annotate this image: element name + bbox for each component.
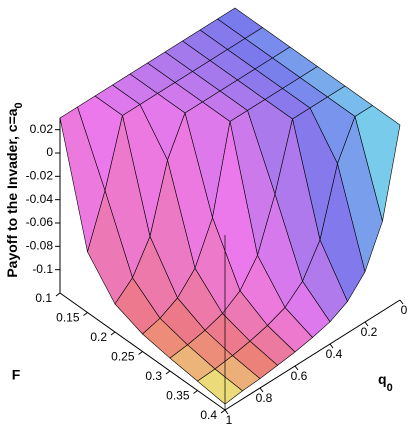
x-tick: [138, 351, 143, 355]
x-tick-label: 0.25: [111, 350, 135, 364]
x-tick: [193, 390, 198, 394]
y-tick: [399, 299, 404, 305]
x-tick: [110, 331, 116, 336]
y-tick-label: 1: [226, 413, 233, 425]
y-tick: [364, 321, 369, 327]
x-axis-label: F: [12, 367, 21, 383]
y-tick: [329, 343, 334, 349]
x-tick-label: 0.2: [90, 330, 107, 344]
y-tick-label: 0: [401, 303, 408, 317]
y-tick: [224, 409, 229, 415]
z-tick-label: 0: [46, 145, 53, 159]
surface: [59, 7, 401, 405]
x-tick: [55, 292, 61, 297]
y-tick: [259, 387, 264, 393]
y-tick: [294, 365, 299, 371]
y-axis-label: q0: [378, 371, 393, 394]
z-axis-label: Payoff to the Invader, c=a0: [4, 102, 25, 277]
x-tick-label: 0.4: [200, 408, 217, 422]
z-tick-label: 0.02: [30, 122, 54, 136]
y-tick-label: 0.2: [361, 325, 378, 339]
z-tick-label: -0.06: [26, 215, 54, 229]
z-tick-label: -0.02: [26, 169, 54, 183]
x-tick: [83, 312, 88, 316]
x-tick: [165, 370, 171, 375]
y-tick-label: 0.6: [291, 369, 308, 383]
x-tick-label: 0.35: [166, 389, 190, 403]
z-axis-label-sub: 0: [13, 102, 25, 108]
y-axis: [224, 299, 401, 411]
z-tick-label: -0.04: [26, 192, 54, 206]
z-axis-label-main: Payoff to the Invader, c=a: [4, 108, 20, 277]
x-tick-label: 0.1: [35, 291, 52, 305]
y-axis-label-sub: 0: [387, 382, 393, 394]
axes: 0.02 0 -0.02 -0.04 -0.06 -0.08 -0.1 0.1 0.15 0.2 0…: [26, 118, 408, 425]
x-tick-label: 0.15: [56, 311, 80, 325]
y-tick-label: 0.8: [256, 391, 273, 405]
x-tick: [220, 409, 226, 414]
z-tick-label: -0.08: [26, 239, 54, 253]
y-tick-label: 0.4: [326, 347, 343, 361]
y-axis-label-main: q: [378, 371, 387, 387]
z-tick-label: -0.1: [32, 262, 53, 276]
x-tick-label: 0.3: [145, 369, 162, 383]
